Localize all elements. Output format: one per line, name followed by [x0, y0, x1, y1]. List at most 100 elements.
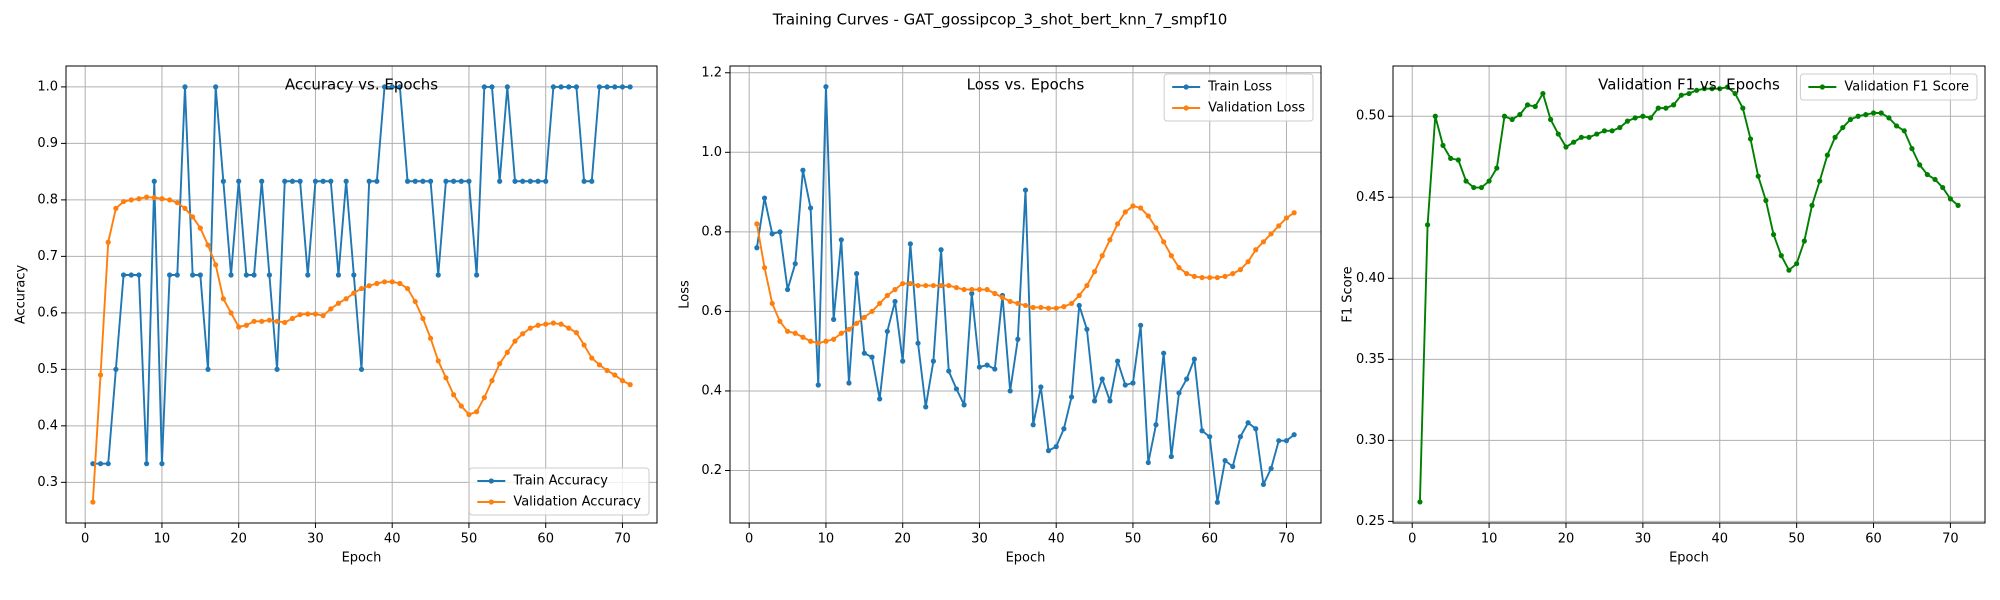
data-point [312, 178, 319, 184]
data-point [1130, 380, 1136, 386]
data-point [1245, 420, 1251, 426]
data-point [1924, 171, 1930, 178]
data-point [1563, 144, 1569, 150]
data-point [1207, 274, 1213, 281]
data-point [220, 178, 226, 184]
y-tick-label: 0.35 [1356, 352, 1385, 367]
data-point [861, 350, 867, 356]
axes-frame [65, 65, 658, 524]
data-point [1022, 187, 1029, 193]
data-point [404, 178, 411, 184]
data-point [1122, 209, 1128, 215]
data-point [1794, 261, 1800, 267]
data-point [351, 290, 357, 296]
data-point [243, 272, 249, 278]
legend-label: Train Loss [1207, 80, 1272, 95]
y-tick-label: 0.6 [701, 304, 722, 319]
data-point [1486, 178, 1492, 184]
data-point [151, 178, 157, 184]
data-point [619, 84, 626, 90]
data-point [892, 298, 898, 305]
data-point [205, 366, 211, 372]
data-point [596, 362, 603, 368]
x-tick-label: 40 [1048, 532, 1065, 547]
data-point [1763, 197, 1769, 204]
y-tick-label: 0.5 [37, 362, 58, 377]
data-point [435, 358, 441, 364]
x-axis-label: Epoch [1006, 551, 1046, 566]
data-point [1199, 274, 1205, 281]
data-point [1555, 131, 1561, 137]
data-point [838, 237, 844, 243]
data-point [854, 271, 860, 277]
axes-frame [729, 65, 1322, 524]
data-point [784, 286, 791, 293]
data-point [1237, 267, 1244, 273]
data-point [612, 84, 618, 90]
data-point [481, 84, 487, 90]
data-point [228, 272, 234, 278]
data-point [1524, 102, 1531, 108]
data-point [1138, 322, 1144, 328]
data-point [1107, 237, 1113, 243]
x-tick-label: 10 [154, 532, 171, 547]
data-point [877, 300, 883, 307]
data-point [1099, 253, 1105, 259]
data-point [412, 298, 418, 305]
data-point [1199, 428, 1205, 434]
subplot-title: Accuracy vs. Epochs [285, 76, 438, 94]
data-point [915, 340, 921, 346]
y-tick-label: 0.4 [701, 383, 722, 398]
data-point [1237, 434, 1244, 440]
data-point [754, 245, 760, 251]
data-point [1268, 231, 1274, 237]
data-point [807, 338, 814, 344]
data-point [604, 367, 610, 374]
data-point [481, 394, 487, 401]
data-point [1893, 123, 1900, 129]
legend-marker [1183, 105, 1189, 111]
data-point [1517, 112, 1523, 118]
data-point [1030, 422, 1036, 428]
data-point [1084, 326, 1090, 332]
data-point [404, 285, 411, 292]
x-tick-label: 70 [1942, 532, 1959, 547]
data-point [892, 286, 898, 293]
data-point [1015, 336, 1021, 342]
data-point [489, 378, 495, 384]
data-point [174, 272, 180, 278]
data-point [815, 340, 821, 346]
x-tick-label: 60 [1201, 532, 1218, 547]
data-point [792, 330, 798, 336]
data-point [90, 499, 96, 505]
data-point [435, 272, 441, 278]
data-point [838, 330, 844, 336]
data-point [800, 167, 806, 173]
legend-marker [488, 499, 494, 505]
y-tick-label: 1.0 [701, 145, 722, 160]
y-tick-label: 0.7 [37, 249, 58, 264]
data-point [251, 318, 257, 324]
data-point [777, 229, 783, 235]
data-point [143, 461, 150, 467]
data-point [458, 178, 464, 184]
data-point [1184, 376, 1190, 382]
data-point [1230, 271, 1236, 277]
data-point [312, 311, 319, 317]
data-point [374, 178, 380, 184]
legend-label: Train Accuracy [512, 474, 608, 489]
data-point [1107, 398, 1113, 404]
data-point [151, 195, 157, 201]
data-point [120, 272, 127, 278]
data-point [328, 306, 334, 312]
data-point [1145, 459, 1151, 466]
data-point [1283, 215, 1290, 221]
data-point [1260, 481, 1267, 488]
legend-label: Validation Loss [1208, 101, 1305, 116]
data-point [1061, 304, 1067, 310]
data-point [1701, 86, 1707, 92]
data-point [627, 382, 633, 388]
data-point [389, 84, 395, 90]
data-point [884, 292, 890, 299]
data-point [589, 178, 595, 184]
